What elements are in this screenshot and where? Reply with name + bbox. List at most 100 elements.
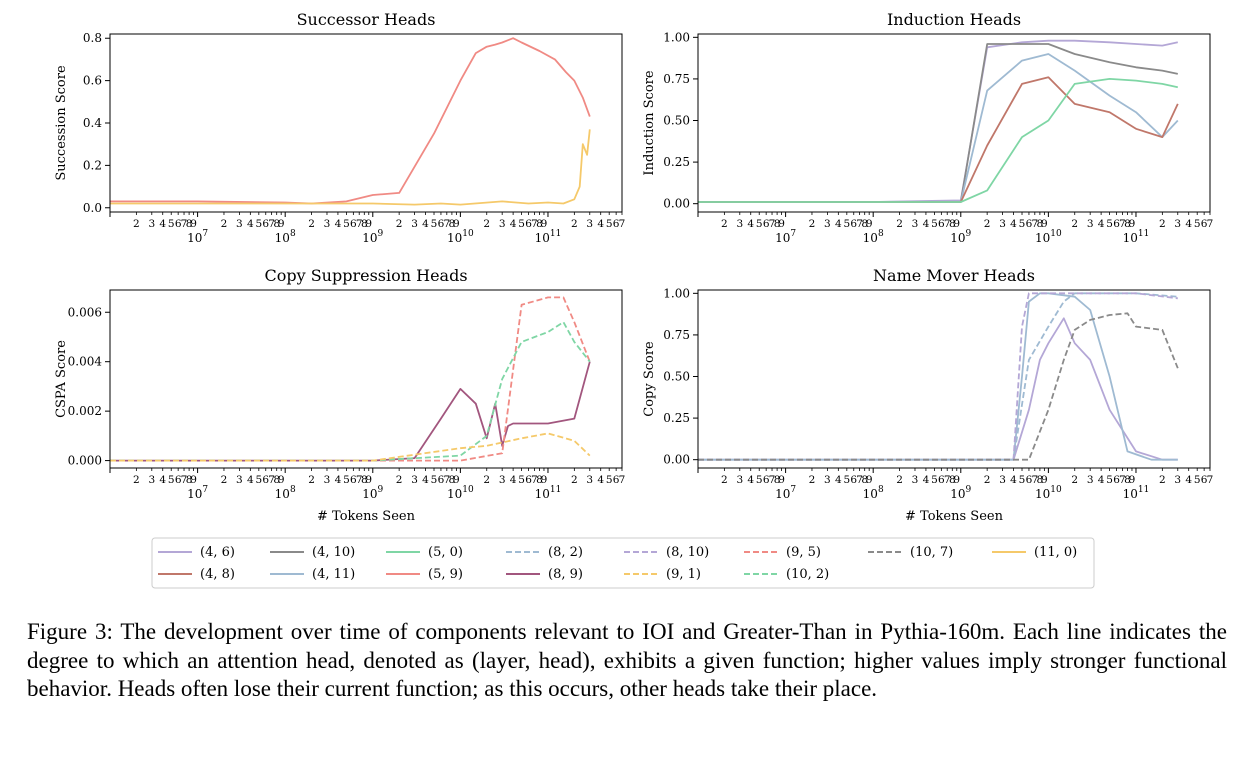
x-minor-tick-label: 3: [499, 218, 506, 230]
x-minor-tick-label: 7: [356, 474, 363, 486]
x-minor-tick-label: 2: [1159, 474, 1166, 486]
x-minor-tick-label: 6: [262, 474, 269, 486]
x-minor-tick-label: 5: [843, 474, 850, 486]
x-major-tick-label: 108: [275, 485, 296, 501]
x-minor-tick-label: 4: [159, 474, 166, 486]
x-major-tick-label: 107: [187, 485, 208, 501]
x-minor-tick-label: 4: [247, 218, 254, 230]
x-minor-tick-label: 7: [944, 474, 951, 486]
x-minor-tick-label: 7: [268, 474, 275, 486]
x-minor-tick-label: 6: [850, 474, 857, 486]
x-minor-tick-label: 2: [308, 474, 315, 486]
chart-title: Copy Suppression Heads: [264, 266, 467, 285]
x-minor-tick-label: 4: [1098, 218, 1105, 230]
x-minor-tick-label: 6: [613, 218, 620, 230]
x-major-tick-label: 108: [275, 229, 296, 245]
series-line-4-6: [698, 317, 1178, 461]
x-minor-tick-label: 3: [148, 474, 155, 486]
x-minor-tick-label: 4: [747, 474, 754, 486]
legend-label: (10, 7): [910, 545, 953, 560]
x-major-tick-label: 1011: [535, 229, 562, 245]
x-minor-tick-label: 6: [350, 218, 357, 230]
x-minor-tick-label: 3: [999, 218, 1006, 230]
x-minor-tick-label: 2: [133, 474, 140, 486]
x-minor-tick-label: 9: [778, 218, 785, 230]
x-minor-tick-label: 6: [1201, 474, 1208, 486]
x-minor-tick-label: 8: [1037, 474, 1044, 486]
x-minor-tick-label: 8: [273, 218, 280, 230]
y-tick-label: 0.6: [83, 74, 102, 88]
x-minor-tick-label: 2: [396, 218, 403, 230]
x-major-tick-label: 109: [950, 229, 971, 245]
x-minor-tick-label: 7: [769, 218, 776, 230]
x-minor-tick-label: 5: [606, 474, 613, 486]
x-minor-tick-label: 6: [938, 218, 945, 230]
series-line-11-0: [110, 129, 591, 206]
x-minor-tick-label: 4: [747, 218, 754, 230]
x-minor-tick-label: 7: [1119, 474, 1126, 486]
legend-box: [151, 537, 1095, 589]
x-minor-tick-label: 4: [1185, 474, 1192, 486]
x-minor-tick-label: 6: [938, 474, 945, 486]
y-axis-label: Induction Score: [642, 70, 657, 175]
x-minor-tick-label: 9: [1129, 218, 1136, 230]
plot-frame: [109, 33, 623, 213]
x-minor-tick-label: 5: [431, 218, 438, 230]
x-minor-tick-label: 8: [361, 218, 368, 230]
x-minor-tick-label: 4: [1010, 474, 1017, 486]
x-minor-tick-label: 4: [923, 474, 930, 486]
x-minor-tick-label: 9: [365, 218, 372, 230]
legend-label: (11, 0): [1034, 545, 1077, 560]
x-minor-tick-label: 2: [571, 218, 578, 230]
x-minor-tick-label: 5: [168, 218, 175, 230]
x-minor-tick-label: 5: [1194, 218, 1201, 230]
legend-label: (4, 8): [200, 567, 235, 582]
y-tick-label: 0.75: [663, 328, 690, 342]
x-minor-tick-label: 4: [597, 474, 604, 486]
x-minor-tick-label: 5: [343, 474, 350, 486]
chart-title: Induction Heads: [887, 10, 1021, 29]
x-minor-tick-label: 9: [1041, 218, 1048, 230]
y-tick-label: 0.000: [68, 454, 102, 468]
x-minor-tick-label: 7: [356, 218, 363, 230]
series-line-8-2: [698, 292, 1178, 461]
x-minor-tick-label: 2: [571, 474, 578, 486]
x-minor-tick-label: 4: [835, 474, 842, 486]
y-tick-label: 0.0: [83, 201, 102, 215]
x-minor-tick-label: 3: [912, 474, 919, 486]
x-minor-tick-label: 3: [1174, 218, 1181, 230]
x-minor-tick-label: 5: [255, 474, 262, 486]
x-minor-tick-label: 8: [774, 218, 781, 230]
x-minor-tick-label: 5: [518, 474, 525, 486]
x-minor-tick-label: 7: [1031, 218, 1038, 230]
x-minor-tick-label: 9: [453, 218, 460, 230]
x-minor-tick-label: 5: [1019, 474, 1026, 486]
x-minor-tick-label: 8: [536, 474, 543, 486]
x-minor-tick-label: 6: [1113, 474, 1120, 486]
x-minor-tick-label: 3: [824, 218, 831, 230]
x-minor-tick-label: 3: [411, 474, 418, 486]
x-minor-tick-label: 6: [438, 218, 445, 230]
legend-label: (4, 6): [200, 545, 235, 560]
x-minor-tick-label: 4: [422, 474, 429, 486]
x-minor-tick-label: 3: [499, 474, 506, 486]
x-minor-tick-label: 8: [949, 218, 956, 230]
x-minor-tick-label: 6: [1113, 218, 1120, 230]
x-minor-tick-label: 9: [365, 474, 372, 486]
x-minor-tick-label: 2: [221, 474, 228, 486]
x-minor-tick-label: 9: [278, 218, 285, 230]
x-major-tick-label: 1011: [1123, 485, 1150, 501]
plot-frame: [697, 33, 1211, 213]
y-tick-label: 0.75: [663, 72, 690, 86]
x-minor-tick-label: 2: [133, 218, 140, 230]
series-line-8-9: [110, 361, 591, 462]
x-minor-tick-label: 8: [861, 474, 868, 486]
legend-label: (8, 10): [666, 545, 709, 560]
y-tick-label: 0.25: [663, 411, 690, 425]
y-tick-label: 0.2: [83, 158, 102, 172]
x-minor-tick-label: 7: [769, 474, 776, 486]
x-minor-tick-label: 5: [1194, 474, 1201, 486]
legend-label: (4, 11): [312, 567, 355, 582]
x-minor-tick-label: 5: [756, 218, 763, 230]
chart-title: Name Mover Heads: [873, 266, 1035, 285]
